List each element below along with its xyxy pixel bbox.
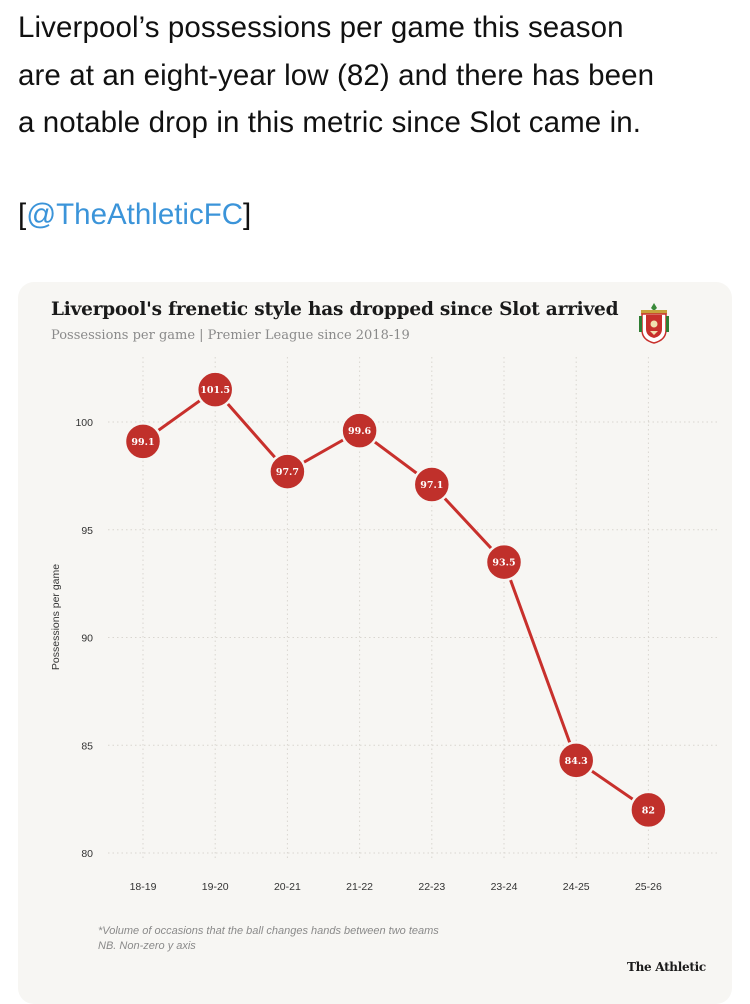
data-point-label: 93.5 — [492, 558, 515, 569]
chart-title: Liverpool's frenetic style has dropped s… — [51, 299, 619, 320]
data-point-label: 82 — [642, 805, 655, 816]
y-tick-label: 85 — [81, 740, 93, 752]
data-point — [195, 370, 235, 409]
x-tick-label: 21-22 — [346, 881, 373, 893]
data-point — [484, 542, 524, 582]
footnotes: *Volume of occasions that the ball chang… — [98, 924, 439, 954]
data-point — [340, 411, 379, 450]
x-tick-label: 25-26 — [635, 881, 662, 893]
chart-card[interactable]: Liverpool's frenetic style has dropped s… — [18, 282, 732, 1004]
tweet-line-2: are at an eight-year low (82) and there … — [18, 58, 655, 92]
the-athletic-logo: The Athletic — [627, 960, 706, 974]
chart-subtitle: Possessions per game | Premier League si… — [51, 328, 410, 343]
tweet-source: [@TheAthleticFC] — [18, 191, 251, 239]
athletic-handle-link[interactable]: @TheAthleticFC — [26, 198, 244, 231]
data-point — [629, 790, 668, 830]
data-point-label: 99.6 — [348, 426, 372, 437]
y-tick-label: 95 — [81, 525, 93, 537]
data-point-label: 97.7 — [276, 467, 299, 478]
tweet-text: Liverpool’s possessions per game this se… — [18, 4, 738, 147]
data-points: 99.1 101.5 97.7 99.6 97.1 93.5 84.3 82 — [123, 370, 668, 830]
line-chart: 80 85 90 95 100 18-19 19-20 20-21 21-22 22-23 23-2… — [50, 357, 718, 893]
x-tick-label: 20-21 — [274, 881, 301, 893]
liverpool-crest-icon — [639, 303, 669, 344]
x-tick-label: 22-23 — [418, 881, 445, 893]
tweet-line-3: a notable drop in this metric since Slot… — [18, 106, 642, 139]
x-tick-label: 19-20 — [202, 881, 229, 893]
data-point-label: 84.3 — [565, 756, 588, 767]
data-point-label: 97.1 — [420, 480, 443, 491]
bracket-open: [ — [18, 198, 27, 231]
y-tick-label: 100 — [75, 417, 93, 429]
data-point — [123, 422, 163, 461]
y-tick-label: 80 — [81, 848, 93, 860]
x-tick-label: 24-25 — [563, 881, 590, 893]
grid-lines — [108, 357, 718, 861]
y-tick-label: 90 — [81, 633, 93, 645]
footnote-non-zero-axis: NB. Non-zero y axis — [98, 940, 196, 952]
axis-labels: 80 85 90 95 100 18-19 19-20 20-21 21-22 22-23 23-2… — [75, 417, 662, 893]
tweet-line-1: Liverpool’s possessions per game this se… — [18, 11, 624, 44]
x-tick-label: 23-24 — [491, 881, 518, 893]
bracket-close: ] — [243, 198, 252, 231]
data-point-label: 101.5 — [200, 385, 230, 396]
x-tick-label: 18-19 — [130, 881, 157, 893]
data-point-label: 99.1 — [131, 437, 154, 448]
data-point — [412, 465, 452, 504]
data-point — [268, 452, 307, 491]
data-point — [556, 741, 596, 780]
footnote-volume: *Volume of occasions that the ball chang… — [98, 925, 439, 937]
y-axis-label: Possessions per game — [50, 564, 62, 670]
